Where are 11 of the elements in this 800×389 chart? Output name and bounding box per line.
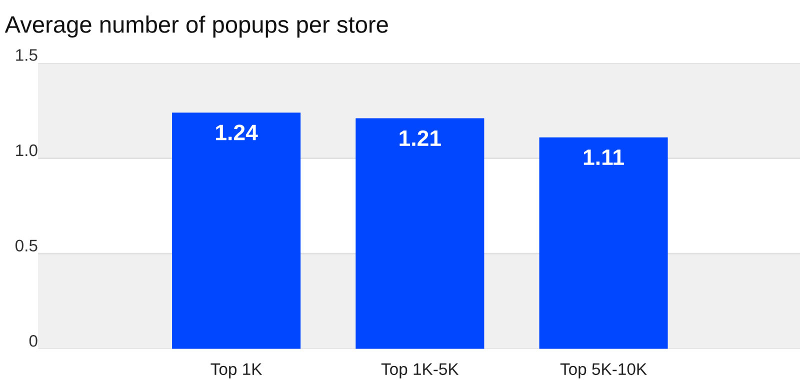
chart-title: Average number of popups per store xyxy=(4,16,388,38)
x-tick-label: Top 5K-10K xyxy=(560,363,647,378)
data-label: 1.24 xyxy=(216,124,258,140)
data-label: 1.21 xyxy=(400,130,441,146)
data-label: 1.11 xyxy=(584,150,624,165)
y-tick-label: 0 xyxy=(29,335,38,347)
y-tick-label: 0.5 xyxy=(15,240,38,252)
y-tick-label: 1.0 xyxy=(16,144,38,156)
x-tick-label: Top 1K-5K xyxy=(381,363,459,378)
y-tick-label: 1.5 xyxy=(16,49,38,61)
x-tick-label: Top 1K xyxy=(210,363,262,378)
